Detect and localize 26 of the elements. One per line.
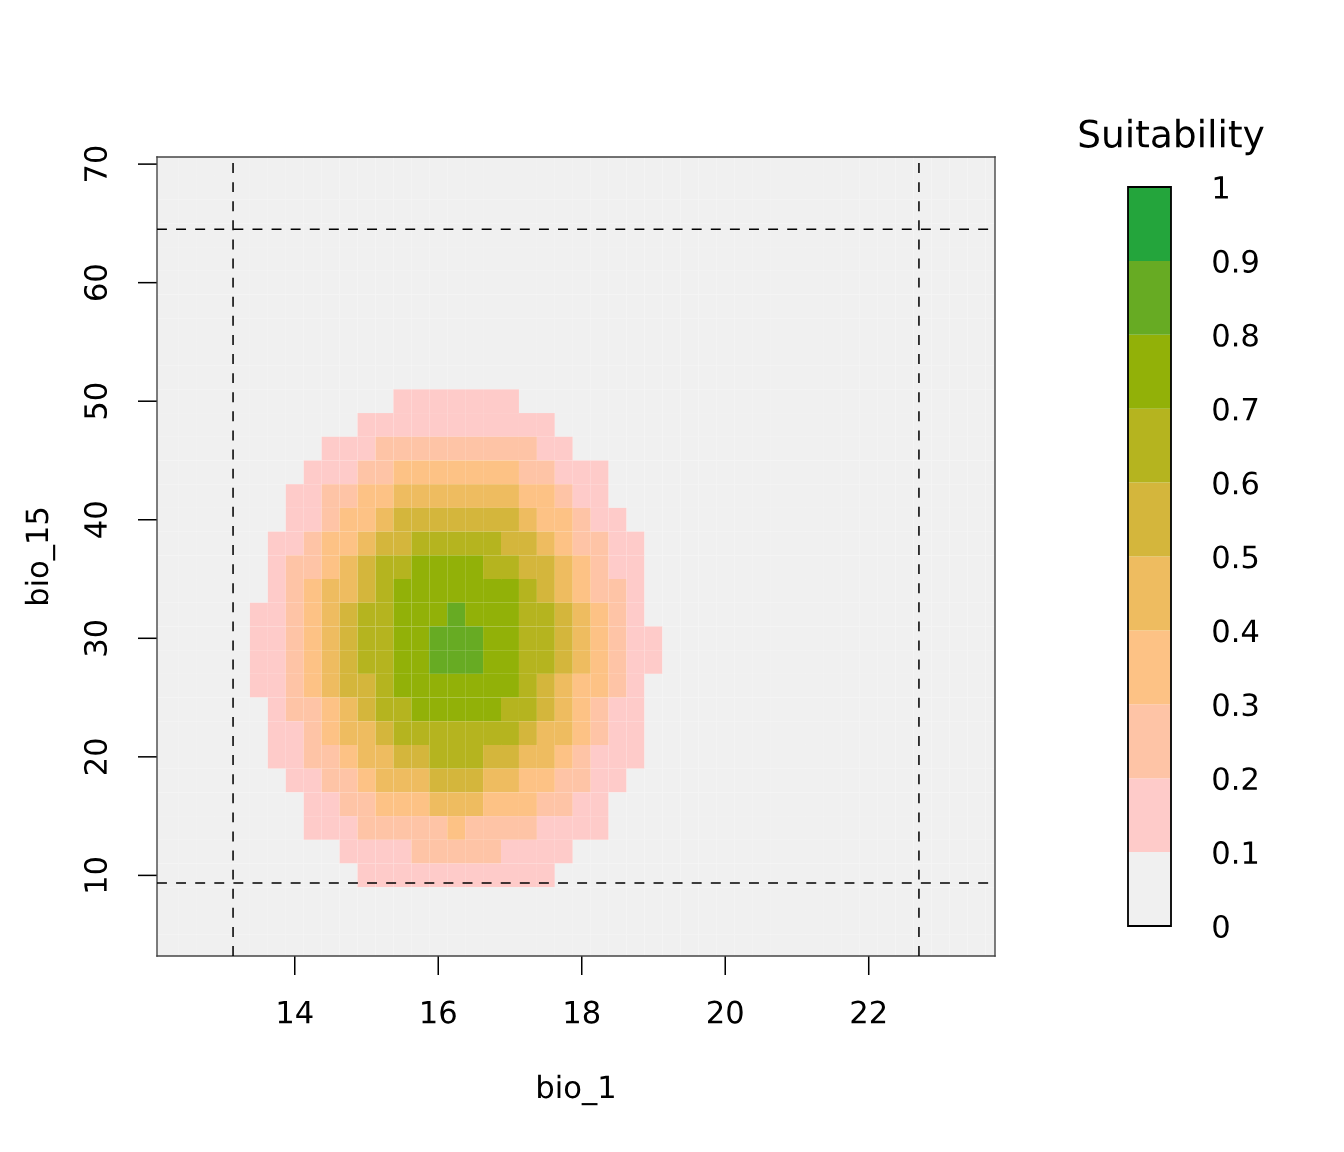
color-bar-label: 1 (1214, 176, 1228, 199)
color-bar-label: 0.9 (1213, 249, 1258, 273)
color-bar-label: 0.8 (1213, 323, 1258, 347)
x-tick-label: 14 (278, 1000, 313, 1024)
x-axis-title: bio_1 (538, 1074, 614, 1106)
color-bar-label: 0.5 (1213, 545, 1258, 569)
y-tick-label: 30 (83, 620, 108, 656)
y-tick-label: 10 (83, 857, 108, 892)
x-tick-label: 16 (422, 1000, 456, 1024)
color-bar-label: 0.3 (1213, 693, 1258, 717)
color-bar-label: 0.6 (1213, 471, 1258, 495)
color-bar-label: 0 (1213, 914, 1229, 939)
color-bar-title: Suitability (1079, 118, 1264, 156)
y-axis-title: bio_15 (24, 508, 56, 605)
y-tick-label: 50 (83, 383, 108, 419)
color-bar-label: 0.4 (1213, 619, 1259, 643)
y-tick-label: 20 (83, 739, 108, 775)
y-tick-label: 60 (83, 265, 108, 300)
x-tick-label: 18 (565, 1000, 600, 1024)
color-bar-label: 0.1 (1213, 841, 1258, 865)
x-tick-label: 22 (851, 1000, 886, 1024)
color-bar-label: 0.7 (1213, 397, 1258, 421)
y-tick-label: 40 (83, 502, 108, 538)
y-tick-label: 70 (83, 146, 108, 182)
x-tick-label: 20 (708, 1000, 743, 1024)
color-bar-label: 0.2 (1213, 767, 1257, 791)
